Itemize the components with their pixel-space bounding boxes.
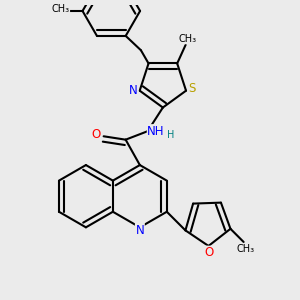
Text: H: H [167,130,174,140]
Text: CH₃: CH₃ [179,34,197,44]
Text: N: N [129,84,138,97]
Text: N: N [136,224,144,236]
Text: NH: NH [147,125,165,138]
Text: O: O [204,246,213,259]
Text: CH₃: CH₃ [52,4,70,14]
Text: CH₃: CH₃ [236,244,254,254]
Text: O: O [92,128,101,141]
Text: S: S [188,82,196,95]
